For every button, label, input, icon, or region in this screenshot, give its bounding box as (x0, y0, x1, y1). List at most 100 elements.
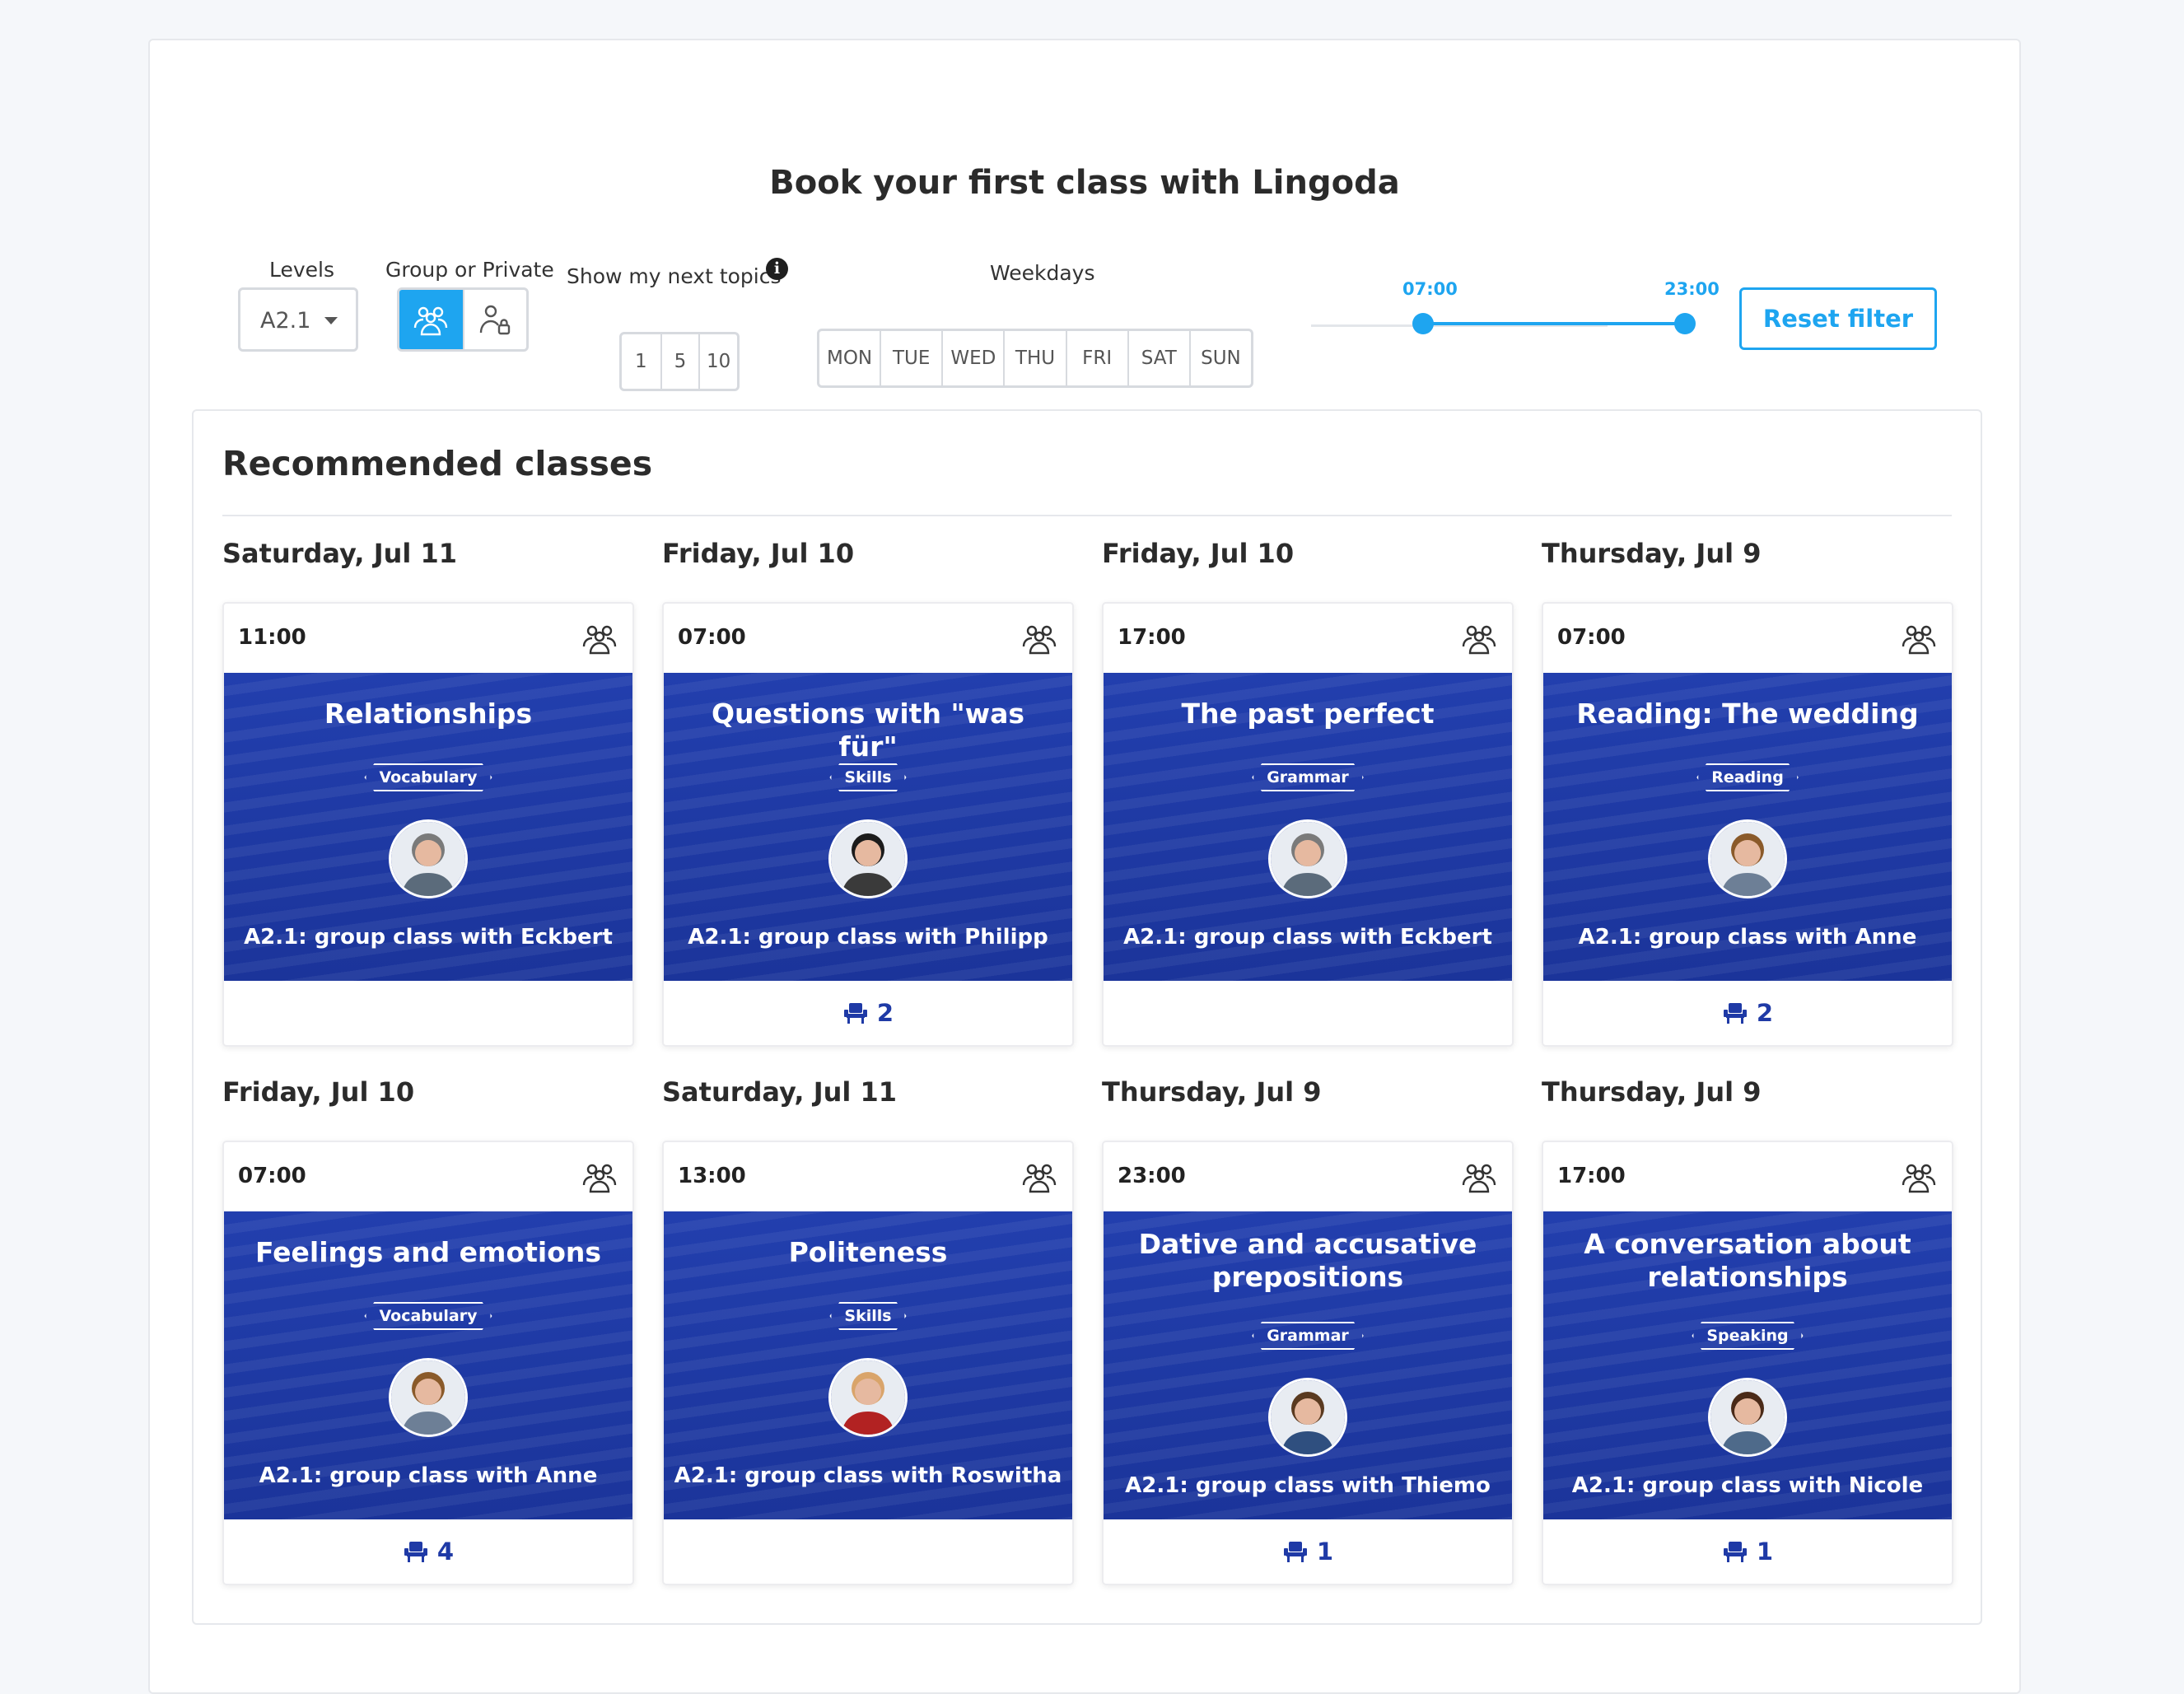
chevron-down-icon (324, 317, 338, 324)
class-card[interactable]: 07:00 Questions with "was für" Skills (662, 602, 1074, 1047)
group-private-label: Group or Private (385, 258, 554, 282)
teacher-avatar (389, 819, 468, 898)
class-time: 07:00 (678, 625, 746, 650)
class-card[interactable]: 07:00 Feelings and emotions Vocabulary (222, 1141, 634, 1585)
time-end-handle[interactable] (1674, 313, 1696, 334)
info-icon[interactable]: i (766, 258, 788, 280)
class-banner: Relationships Vocabulary A2.1: group cla… (224, 673, 632, 981)
seat-icon (404, 1542, 427, 1562)
class-title: Relationships (324, 698, 533, 730)
group-icon (1022, 625, 1057, 655)
topics-option-5[interactable]: 5 (660, 334, 699, 389)
recommended-classes-panel: Recommended classes Saturday, Jul 11 11:… (192, 409, 1982, 1625)
teacher-avatar (828, 1358, 908, 1437)
seats-available: 2 (1543, 999, 1952, 1027)
class-title: Feelings and emotions (254, 1236, 602, 1268)
seat-icon (1723, 1003, 1747, 1024)
class-time: 07:00 (1557, 625, 1626, 650)
group-icon (1462, 625, 1496, 655)
topics-selector: 1 5 10 (619, 332, 740, 391)
teacher-name: A2.1: group class with Philipp (688, 925, 1048, 950)
group-toggle-button[interactable] (399, 290, 463, 349)
teacher-name: A2.1: group class with Nicole (1571, 1473, 1924, 1498)
class-date: Saturday, Jul 11 (662, 1076, 898, 1108)
seat-count: 2 (876, 999, 894, 1027)
class-date: Thursday, Jul 9 (1542, 538, 1762, 569)
group-icon (413, 306, 448, 336)
weekday-tue[interactable]: TUE (880, 331, 941, 385)
class-card[interactable]: 13:00 Politeness Skills A2.1: group (662, 1141, 1074, 1585)
group-icon (582, 1164, 617, 1193)
seats-available: 1 (1543, 1538, 1952, 1566)
class-card[interactable]: 07:00 Reading: The wedding Reading A (1542, 602, 1953, 1047)
seat-icon (1283, 1542, 1307, 1562)
teacher-avatar (1708, 819, 1787, 898)
weekday-fri[interactable]: FRI (1065, 331, 1127, 385)
class-tag: Grammar (1252, 763, 1364, 791)
teacher-avatar (389, 1358, 468, 1437)
group-private-toggle (397, 287, 529, 352)
weekday-sat[interactable]: SAT (1127, 331, 1189, 385)
weekday-mon[interactable]: MON (826, 348, 873, 369)
class-tag: Vocabulary (364, 1302, 492, 1330)
class-tag: Speaking (1692, 1322, 1803, 1350)
weekday-wed[interactable]: WED (941, 331, 1003, 385)
private-toggle-button[interactable] (463, 290, 526, 349)
weekday-thu[interactable]: THU (1003, 331, 1065, 385)
class-card[interactable]: 11:00 Relationships Vocabulary A2.1: (222, 602, 634, 1047)
class-time: 17:00 (1557, 1164, 1626, 1188)
class-title: Questions with "was für" (711, 698, 1025, 763)
class-date: Friday, Jul 10 (222, 1076, 415, 1108)
booking-panel: Book your first class with Lingoda Level… (148, 39, 2021, 1694)
weekday-sun[interactable]: SUN (1188, 331, 1251, 385)
class-title: The past perfect (1181, 698, 1435, 730)
teacher-avatar (1268, 819, 1347, 898)
private-icon (479, 305, 511, 335)
time-start-handle[interactable] (1412, 313, 1434, 334)
seat-icon (1723, 1542, 1747, 1562)
class-title: Politeness (788, 1236, 948, 1268)
seat-count: 1 (1316, 1538, 1334, 1566)
class-tag: Reading (1696, 763, 1799, 791)
topics-option-10[interactable]: 10 (698, 334, 737, 389)
class-tag: Skills (829, 763, 906, 791)
topics-option-1[interactable]: 1 (635, 351, 647, 372)
seat-count: 2 (1756, 999, 1774, 1027)
class-time: 07:00 (238, 1164, 306, 1188)
class-time: 17:00 (1118, 625, 1186, 650)
class-banner: Reading: The wedding Reading A2.1: group… (1543, 673, 1952, 981)
teacher-name: A2.1: group class with Thiemo (1125, 1473, 1491, 1498)
teacher-avatar (1708, 1378, 1787, 1457)
time-slider-track[interactable] (1311, 324, 1608, 327)
class-banner: Feelings and emotions Vocabulary A2.1: g… (224, 1211, 632, 1519)
class-time: 23:00 (1118, 1164, 1186, 1188)
class-tag: Grammar (1252, 1322, 1364, 1350)
class-title: Reading: The wedding (1576, 698, 1919, 730)
group-icon (1902, 1164, 1936, 1193)
weekdays-label: Weekdays (990, 261, 1095, 285)
class-title: A conversation about relationships (1584, 1228, 1911, 1293)
seat-count: 4 (436, 1538, 455, 1566)
teacher-name: A2.1: group class with Roswitha (674, 1463, 1062, 1488)
teacher-avatar (828, 819, 908, 898)
level-select[interactable]: A2.1 (238, 287, 358, 352)
class-banner: Questions with "was für" Skills A2.1: gr… (664, 673, 1072, 981)
class-card[interactable]: 17:00 A conversation about relationships… (1542, 1141, 1953, 1585)
class-date: Saturday, Jul 11 (222, 538, 458, 569)
group-icon (1462, 1164, 1496, 1193)
reset-filter-button[interactable]: Reset filter (1739, 287, 1937, 350)
seats-available: 1 (1104, 1538, 1512, 1566)
class-banner: The past perfect Grammar A2.1: group cla… (1104, 673, 1512, 981)
teacher-name: A2.1: group class with Anne (259, 1463, 598, 1488)
levels-label: Levels (269, 258, 335, 282)
time-start-label: 07:00 (1402, 279, 1458, 299)
class-banner: Politeness Skills A2.1: group class with… (664, 1211, 1072, 1519)
class-tag: Vocabulary (364, 763, 492, 791)
class-card[interactable]: 23:00 Dative and accusative prepositions… (1102, 1141, 1514, 1585)
class-date: Thursday, Jul 9 (1102, 1076, 1322, 1108)
divider (222, 515, 1952, 516)
seat-icon (843, 1003, 867, 1024)
class-date: Friday, Jul 10 (1102, 538, 1295, 569)
class-card[interactable]: 17:00 The past perfect Grammar A2.1: (1102, 602, 1514, 1047)
teacher-name: A2.1: group class with Eckbert (244, 925, 613, 950)
